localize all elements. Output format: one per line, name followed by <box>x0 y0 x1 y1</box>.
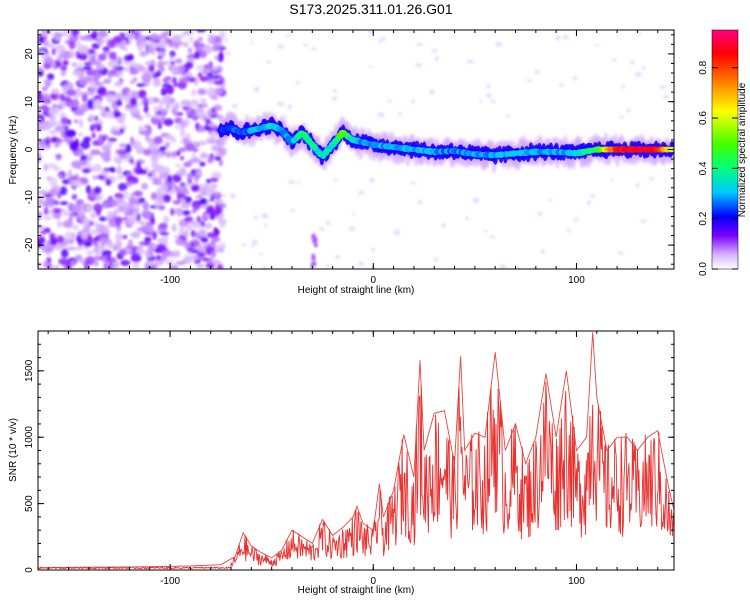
spectrogram-xtick-label: -100 <box>160 275 180 286</box>
snr-xtick-label: 100 <box>568 576 585 587</box>
colorbar-tick-label: 0.4 <box>698 161 709 175</box>
noise-region <box>38 30 669 269</box>
snr-peak-line <box>38 332 674 569</box>
colorbar-tick-label: 0.6 <box>698 111 709 125</box>
colorbar-gradient <box>711 29 739 270</box>
colorbar-tick-label: 0.8 <box>698 60 709 74</box>
snr-ytick-label: 1500 <box>24 359 35 382</box>
spectrogram-ytick-label: 0 <box>24 146 35 152</box>
spectrogram-heatmap <box>38 30 674 269</box>
spectrogram-ytick-label: -20 <box>24 237 35 252</box>
colorbar-tick-label: 0.0 <box>698 262 709 276</box>
snr-ytick-label: 500 <box>24 495 35 512</box>
snr-ytick-label: 1000 <box>24 426 35 449</box>
figure-title: S173.2025.311.01.26.G01 <box>289 1 452 17</box>
spectrogram-ytick-label: -10 <box>24 190 35 205</box>
colorbar: 0.0 0.2 0.4 0.6 0.8 Normalized spectral ampl… <box>698 29 748 276</box>
spectrogram-ylabel: Frequency (Hz) <box>8 116 19 185</box>
spectrogram-ytick-label: 20 <box>24 48 35 60</box>
spectrogram-xtick-label: 100 <box>568 275 585 286</box>
snr-xlabel: Height of straight line (km) <box>298 585 415 596</box>
signal-ridge <box>217 110 674 174</box>
colorbar-label: Normalized spectral amplitude <box>737 82 748 217</box>
spectrogram-xlabel: Height of straight line (km) <box>298 285 415 296</box>
snr-ylabel: SNR (10 * v/v) <box>8 418 19 482</box>
spectrogram-ytick-label: 10 <box>24 96 35 108</box>
snr-ytick-label: 0 <box>24 567 35 573</box>
spectrogram-xtick-label: 0 <box>370 275 376 286</box>
snr-xtick-label: -100 <box>160 576 180 587</box>
snr-xtick-label: 0 <box>370 576 376 587</box>
colorbar-ticks: 0.0 0.2 0.4 0.6 0.8 <box>698 60 738 276</box>
colorbar-tick-label: 0.2 <box>698 211 709 225</box>
snr-plot-area <box>38 332 674 570</box>
